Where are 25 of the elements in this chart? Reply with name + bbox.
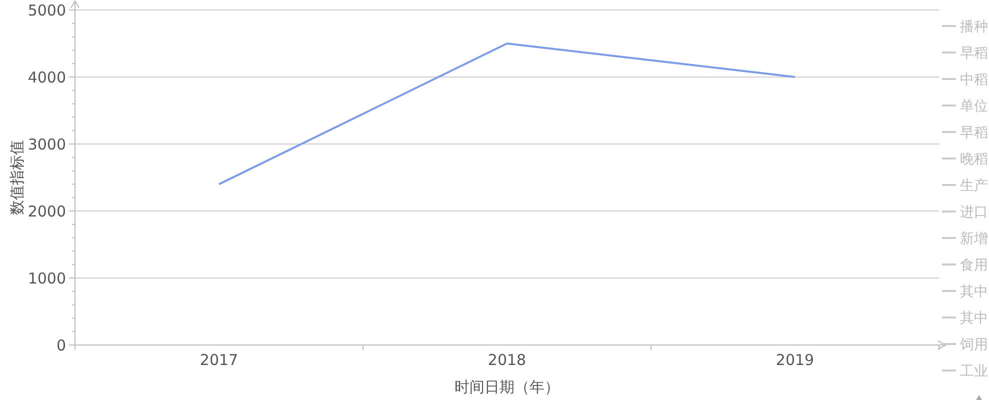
- legend-label: 进口: [960, 204, 988, 220]
- legend-label: 其中: [960, 310, 988, 326]
- legend-label: 早稻: [960, 124, 988, 141]
- y-axis-title: 数值指标值: [8, 140, 26, 215]
- y-tick-label: 1000: [28, 269, 66, 288]
- legend-label: 工业: [960, 363, 988, 380]
- y-tick-label: 4000: [28, 68, 66, 86]
- legend-label: 播种: [960, 18, 988, 35]
- y-tick-label: 5000: [28, 1, 66, 20]
- y-tick-label: 2000: [28, 202, 66, 220]
- legend-label: 食用: [960, 257, 988, 274]
- legend-label: 早稻: [960, 45, 988, 62]
- legend-label: 饲用: [959, 336, 988, 353]
- y-tick-label: 3000: [28, 135, 66, 154]
- y-tick-label: 0: [56, 336, 66, 354]
- x-tick-label: 2017: [200, 351, 238, 369]
- legend-label: 新增: [960, 230, 988, 247]
- x-tick-label: 2018: [488, 351, 526, 369]
- x-tick-label: 2019: [776, 351, 814, 369]
- legend-label: 晚稻: [960, 151, 988, 168]
- legend-label: 其中: [960, 284, 988, 300]
- legend-label: 单位: [960, 98, 988, 114]
- legend-label: 中稻: [960, 72, 988, 88]
- legend-label: 生产: [960, 178, 988, 194]
- x-axis-title: 时间日期（年）: [454, 378, 560, 396]
